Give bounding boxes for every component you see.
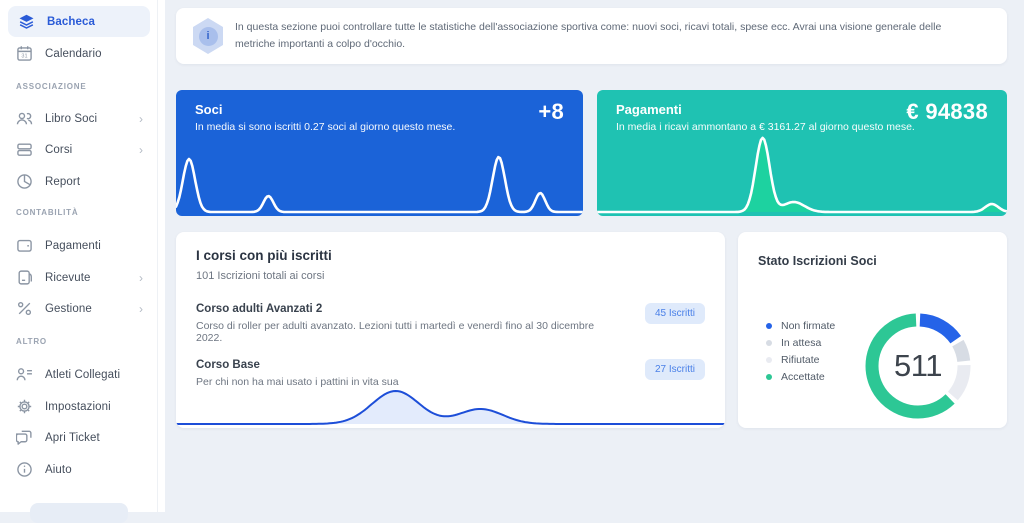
legend-dot xyxy=(766,323,772,329)
sidebar-item-label: Gestione xyxy=(45,302,92,315)
svg-text:31: 31 xyxy=(21,54,27,60)
legend-label: Accettate xyxy=(781,371,825,383)
people-icon xyxy=(16,110,33,127)
info-banner: i In questa sezione puoi controllare tut… xyxy=(176,8,1007,64)
sidebar-section-associazione: ASSOCIAZIONE xyxy=(16,82,87,91)
percent-icon xyxy=(16,300,33,317)
sidebar-item-libro-soci[interactable]: Libro Soci › xyxy=(0,103,157,134)
course-description: Corso di roller per adulti avanzato. Lez… xyxy=(196,320,595,344)
status-card: Stato Iscrizioni Soci Non firmate In att… xyxy=(738,232,1007,428)
legend-label: In attesa xyxy=(781,337,822,349)
sidebar-item-apri-ticket[interactable]: Apri Ticket xyxy=(0,422,157,453)
sidebar-section-contabilita: CONTABILITÀ xyxy=(16,208,79,217)
stat-card-soci[interactable]: Soci In media si sono iscritti 0.27 soci… xyxy=(176,90,583,216)
stat-card-title: Soci xyxy=(195,102,223,117)
stat-card-subtitle: In media si sono iscritti 0.27 soci al g… xyxy=(195,121,456,133)
pie-chart-icon xyxy=(16,173,33,190)
stat-card-value: +8 xyxy=(538,99,564,124)
sidebar-item-report[interactable]: Report xyxy=(0,166,157,197)
course-name: Corso adulti Avanzati 2 xyxy=(196,303,323,315)
chevron-right-icon: › xyxy=(139,270,143,285)
wallet-icon xyxy=(16,237,33,254)
sidebar-item-aiuto[interactable]: Aiuto xyxy=(0,454,157,485)
sidebar-item-label: Pagamenti xyxy=(45,239,101,252)
sidebar-item-bacheca[interactable]: Bacheca xyxy=(8,6,150,37)
courses-area-chart xyxy=(176,390,725,425)
course-description: Per chi non ha mai usato i pattini in vi… xyxy=(196,376,399,388)
legend-dot xyxy=(766,357,772,363)
receipt-icon xyxy=(16,269,33,286)
course-name: Corso Base xyxy=(196,359,260,371)
person-list-icon xyxy=(16,366,33,383)
sidebar-item-atleti-collegati[interactable]: Atleti Collegati xyxy=(0,359,157,390)
course-list-item[interactable]: Corso adulti Avanzati 2 Corso di roller … xyxy=(196,303,705,344)
pagamenti-sparkline-chart xyxy=(597,136,1007,214)
donut-legend: Non firmate In attesa Rifiutate Accettat… xyxy=(766,320,835,388)
info-circle-icon xyxy=(16,461,33,478)
status-card-title: Stato Iscrizioni Soci xyxy=(758,254,877,268)
legend-item[interactable]: In attesa xyxy=(766,337,835,349)
course-list-item[interactable]: Corso Base Per chi non ha mai usato i pa… xyxy=(196,359,705,388)
courses-card-subtitle: 101 Iscrizioni totali ai corsi xyxy=(196,270,325,282)
legend-item[interactable]: Accettate xyxy=(766,371,835,383)
info-banner-text: In questa sezione puoi controllare tutte… xyxy=(235,21,942,50)
sidebar-item-label: Atleti Collegati xyxy=(45,368,121,381)
dashboard-main: i In questa sezione puoi controllare tut… xyxy=(165,0,1024,512)
donut-chart: 511 xyxy=(863,311,973,421)
legend-label: Non firmate xyxy=(781,320,836,332)
sidebar-item-label: Report xyxy=(45,175,81,188)
soci-sparkline-chart xyxy=(176,155,583,214)
sidebar-section-altro: ALTRO xyxy=(16,337,47,346)
enrolled-count-badge: 27 Iscritti xyxy=(644,359,705,380)
sidebar-item-ricevute[interactable]: Ricevute › xyxy=(0,262,157,293)
sidebar-item-label: Corsi xyxy=(45,143,73,156)
calendar-icon: 31 xyxy=(16,45,33,62)
sidebar-item-label: Bacheca xyxy=(47,15,96,28)
sidebar-bottom-badge[interactable] xyxy=(30,503,128,523)
sidebar-item-impostazioni[interactable]: Impostazioni xyxy=(0,391,157,422)
courses-card-title: I corsi con più iscritti xyxy=(196,248,332,263)
sidebar-item-label: Aiuto xyxy=(45,463,72,476)
chevron-right-icon: › xyxy=(139,142,143,157)
stat-card-pagamenti[interactable]: Pagamenti In media i ricavi ammontano a … xyxy=(597,90,1007,216)
courses-card: I corsi con più iscritti 101 Iscrizioni … xyxy=(176,232,725,428)
stat-card-subtitle: In media i ricavi ammontano a € 3161.27 … xyxy=(616,121,915,133)
sidebar-item-gestione[interactable]: Gestione › xyxy=(0,293,157,324)
sidebar-item-calendario[interactable]: 31 Calendario xyxy=(0,38,157,69)
legend-item[interactable]: Non firmate xyxy=(766,320,835,332)
sidebar-item-corsi[interactable]: Corsi › xyxy=(0,134,157,165)
sidebar-item-label: Apri Ticket xyxy=(45,431,100,444)
info-icon: i xyxy=(193,18,223,54)
chevron-right-icon: › xyxy=(139,301,143,316)
stat-card-value: € 94838 xyxy=(906,99,988,124)
legend-dot xyxy=(766,340,772,346)
sidebar-item-label: Calendario xyxy=(45,47,102,60)
donut-total-value: 511 xyxy=(894,348,942,383)
sidebar: Bacheca 31 Calendario ASSOCIAZIONE Libro… xyxy=(0,0,165,523)
sidebar-item-label: Libro Soci xyxy=(45,112,98,125)
legend-item[interactable]: Rifiutate xyxy=(766,354,835,366)
sidebar-item-label: Ricevute xyxy=(45,271,91,284)
sidebar-divider xyxy=(157,0,158,512)
enrolled-count-badge: 45 Iscritti xyxy=(644,303,705,324)
stack-icon xyxy=(16,141,33,158)
chat-icon xyxy=(16,429,33,446)
legend-label: Rifiutate xyxy=(781,354,820,366)
chevron-right-icon: › xyxy=(139,111,143,126)
gear-icon xyxy=(16,398,33,415)
sidebar-item-pagamenti[interactable]: Pagamenti xyxy=(0,230,157,261)
stat-card-title: Pagamenti xyxy=(616,102,682,117)
layers-icon xyxy=(18,13,35,30)
legend-dot xyxy=(766,374,772,380)
sidebar-item-label: Impostazioni xyxy=(45,400,111,413)
